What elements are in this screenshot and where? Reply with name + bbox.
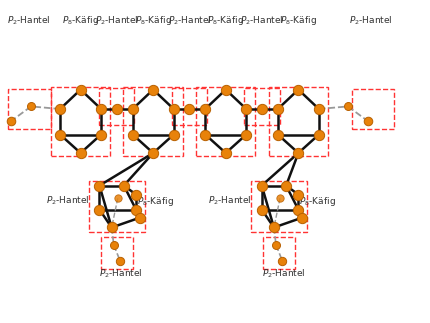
Point xyxy=(28,104,34,109)
Point xyxy=(258,183,265,188)
Point xyxy=(150,87,157,92)
Point xyxy=(77,87,84,92)
Point xyxy=(170,132,177,137)
Point xyxy=(295,151,302,156)
Text: $P_{2}$-Hantel: $P_{2}$-Hantel xyxy=(95,14,139,27)
Point xyxy=(186,106,193,111)
Point xyxy=(96,183,103,188)
Point xyxy=(132,207,139,212)
Point xyxy=(114,196,121,201)
Text: $P_{2}$-Hantel: $P_{2}$-Hantel xyxy=(99,267,143,280)
Point xyxy=(222,87,229,92)
Point xyxy=(120,183,127,188)
Bar xyxy=(99,88,135,125)
Text: $P_{8}$-Käfig: $P_{8}$-Käfig xyxy=(62,14,99,27)
Text: $P_{8}$-Käfig: $P_{8}$-Käfig xyxy=(135,14,172,27)
Text: $P_{2}$-Hantel: $P_{2}$-Hantel xyxy=(349,14,393,27)
Bar xyxy=(251,181,307,232)
Text: $P_{2}$-Hantel: $P_{2}$-Hantel xyxy=(262,267,305,280)
Point xyxy=(295,192,302,197)
Bar xyxy=(196,87,255,156)
Point xyxy=(258,106,265,111)
Bar xyxy=(51,87,111,156)
Bar xyxy=(172,88,207,125)
Point xyxy=(274,106,281,111)
Text: $P_{2}$-Hantel: $P_{2}$-Hantel xyxy=(46,194,89,207)
Point xyxy=(274,132,281,137)
Point xyxy=(77,151,84,156)
Point xyxy=(243,106,250,111)
Point xyxy=(8,119,15,124)
Text: $P_{8}$-Käfig: $P_{8}$-Käfig xyxy=(299,194,336,208)
Point xyxy=(243,132,250,137)
Point xyxy=(276,196,283,201)
Point xyxy=(202,106,209,111)
Point xyxy=(316,106,322,111)
Point xyxy=(270,225,277,230)
Point xyxy=(129,132,136,137)
Text: $P_{8}$-Käfig: $P_{8}$-Käfig xyxy=(280,14,317,27)
Point xyxy=(96,207,103,212)
Point xyxy=(150,151,157,156)
Point xyxy=(279,258,286,264)
Bar xyxy=(352,89,394,130)
Point xyxy=(298,215,305,220)
Point xyxy=(114,106,120,111)
Bar xyxy=(8,89,51,130)
Point xyxy=(365,119,372,124)
Bar xyxy=(244,88,280,125)
Point xyxy=(136,215,143,220)
Text: $P_{2}$-Hantel: $P_{2}$-Hantel xyxy=(168,14,211,27)
Point xyxy=(316,132,322,137)
Bar xyxy=(101,237,133,269)
Point xyxy=(170,106,177,111)
Bar xyxy=(263,237,295,269)
Text: $P_{2}$-Hantel: $P_{2}$-Hantel xyxy=(240,14,284,27)
Bar xyxy=(123,87,183,156)
Point xyxy=(258,207,265,212)
Point xyxy=(283,183,289,188)
Point xyxy=(129,106,136,111)
Point xyxy=(132,192,139,197)
Point xyxy=(57,132,64,137)
Point xyxy=(202,132,209,137)
Point xyxy=(108,225,115,230)
Bar xyxy=(269,87,328,156)
Point xyxy=(98,106,104,111)
Point xyxy=(295,207,302,212)
Point xyxy=(117,258,124,264)
Point xyxy=(111,243,117,248)
Text: $P_{2}$-Hantel: $P_{2}$-Hantel xyxy=(208,194,252,207)
Bar xyxy=(89,181,145,232)
Point xyxy=(273,243,280,248)
Point xyxy=(57,106,64,111)
Text: $P_{8}$-Käfig: $P_{8}$-Käfig xyxy=(207,14,244,27)
Point xyxy=(98,132,104,137)
Text: $P_{8}$-Käfig: $P_{8}$-Käfig xyxy=(137,194,173,208)
Point xyxy=(222,151,229,156)
Text: $P_{2}$-Hantel: $P_{2}$-Hantel xyxy=(7,14,51,27)
Point xyxy=(295,87,302,92)
Point xyxy=(344,104,351,109)
